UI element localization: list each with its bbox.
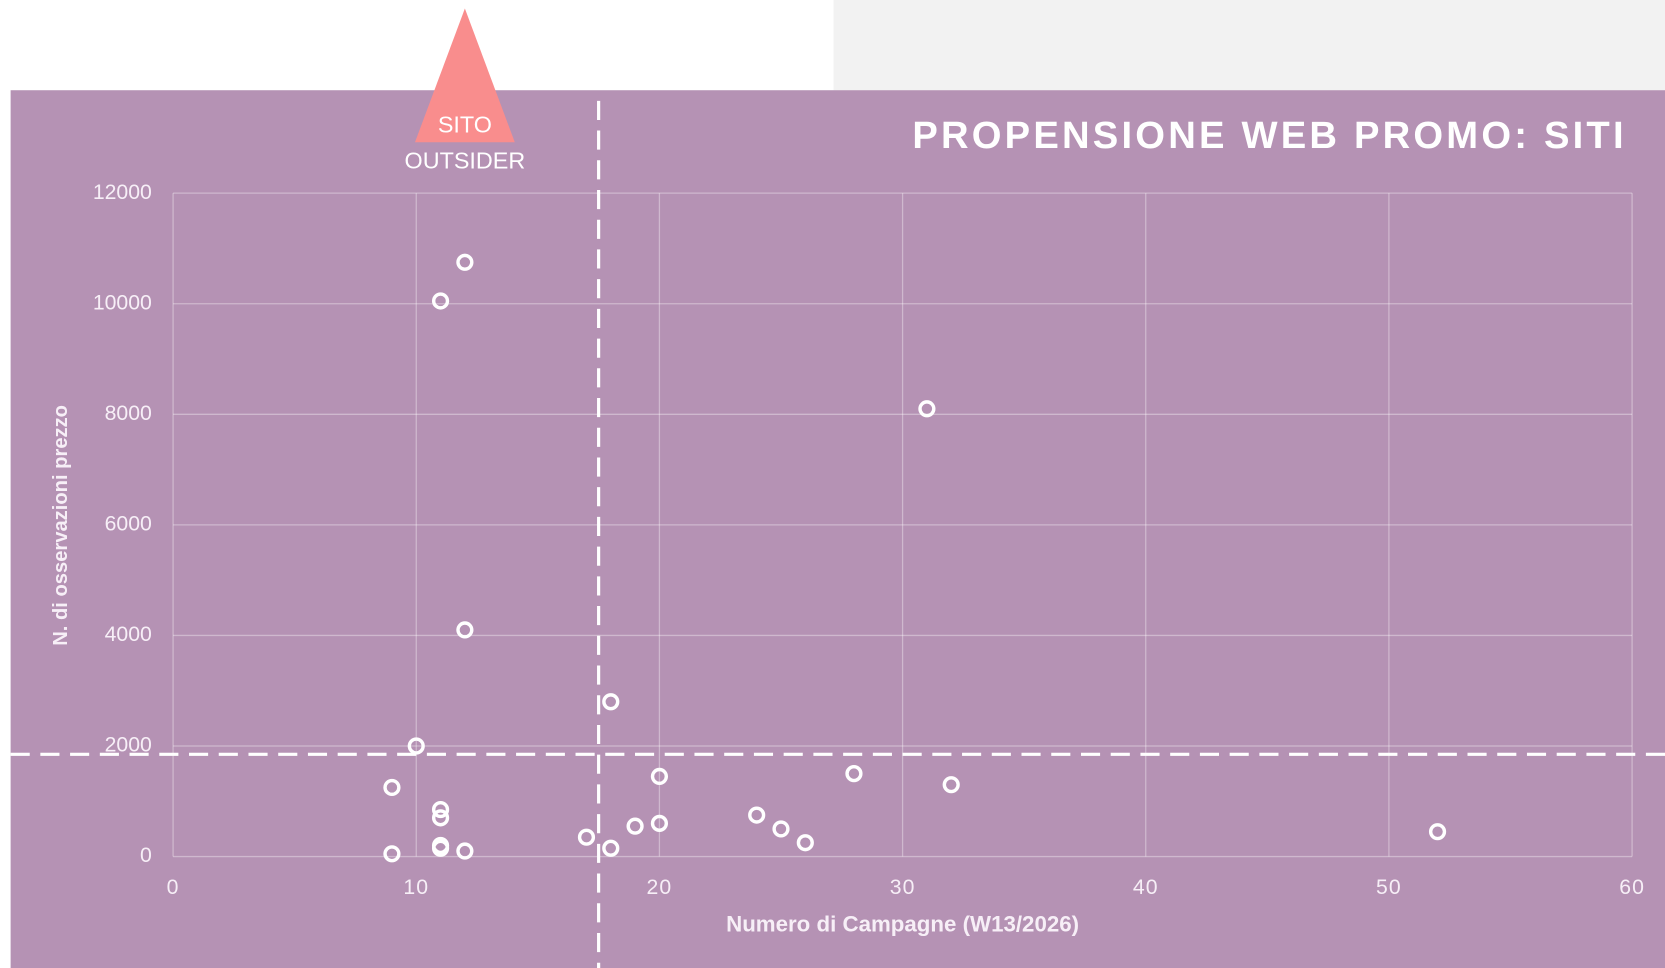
point (650, 767, 669, 785)
point (748, 806, 766, 824)
y-tick-label: 12000 (93, 181, 152, 204)
x-tick-label: 40 (1133, 876, 1159, 899)
point (845, 765, 863, 783)
point (456, 253, 474, 271)
point (918, 400, 936, 418)
panel (10, 90, 1665, 968)
annotation-marker (414, 8, 515, 143)
point (431, 839, 450, 857)
y-tick-label: 10000 (93, 291, 152, 314)
y-tick-label: 2000 (105, 734, 152, 757)
point (772, 820, 790, 838)
chart-title: PROPENSIONE WEB PROMO: SITI (912, 114, 1626, 157)
point (456, 621, 474, 639)
x-axis-label: Numero di Campagne (W13/2026) (726, 911, 1079, 936)
y-tick-label: 8000 (105, 402, 152, 425)
point (602, 693, 620, 711)
annotation-text: SITO (438, 111, 492, 137)
x-tick-label: 20 (647, 876, 673, 899)
point (431, 809, 450, 827)
x-tick-label: 60 (1619, 876, 1645, 899)
point (407, 737, 425, 755)
x-tick-label: 10 (403, 876, 429, 899)
point (602, 839, 620, 857)
x-tick-label: 0 (167, 876, 180, 899)
x-tick-label: 50 (1376, 876, 1402, 899)
point (383, 778, 401, 797)
annotation-text: OUTSIDER (405, 148, 526, 174)
point (431, 800, 450, 819)
header-band (833, 0, 1665, 91)
point (626, 817, 644, 835)
point (456, 842, 474, 860)
point (383, 845, 401, 863)
y-tick-label: 6000 (105, 512, 152, 535)
point (942, 776, 960, 794)
point (1428, 823, 1447, 841)
y-tick-label: 4000 (105, 623, 152, 646)
point (577, 828, 596, 846)
point (431, 292, 450, 310)
y-axis-label: N. di osservazioni prezzo (50, 405, 72, 646)
x-tick-label: 30 (890, 876, 916, 899)
y-tick-label: 0 (140, 844, 152, 867)
point (650, 814, 669, 832)
point (796, 834, 814, 852)
